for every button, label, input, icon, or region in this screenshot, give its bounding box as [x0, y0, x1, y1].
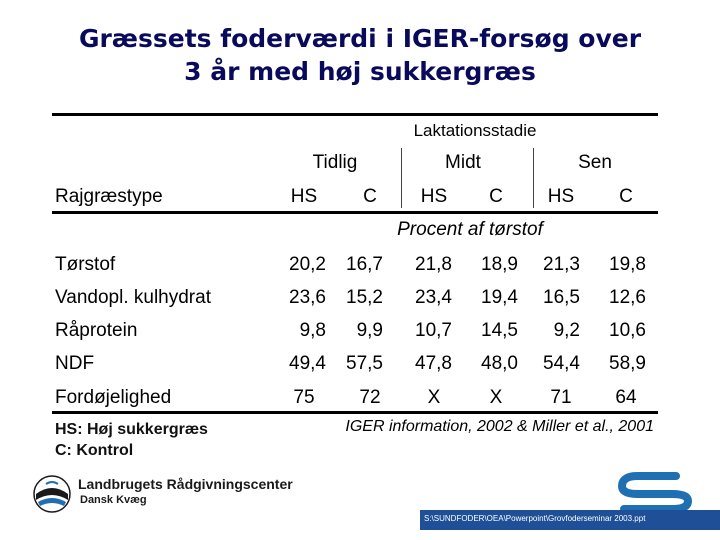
cell: 21,8	[415, 254, 452, 275]
footer-band	[420, 510, 720, 530]
cell: 75	[293, 387, 315, 408]
row-header: Rajgræstype	[55, 186, 163, 207]
company-s-logo-icon	[616, 470, 696, 520]
stage-header-tidlig: Tidlig	[312, 152, 358, 173]
subcol-header: C	[489, 186, 503, 207]
group-header: Laktationsstadie	[413, 121, 537, 140]
title-line-1: Græssets foderværdi i IGER-forsøg over	[78, 24, 642, 53]
cell: 16,5	[543, 287, 580, 308]
cell: 15,2	[346, 287, 383, 308]
legend: HS: Høj sukkergræs C: Kontrol	[55, 419, 208, 461]
unit-label: Procent af tørstof	[397, 219, 543, 240]
file-path: S:\SUNDFODER\OEA\Powerpoint\Grovfodersem…	[424, 514, 646, 523]
subcol-header: HS	[547, 186, 575, 207]
cell: 10,7	[415, 320, 452, 341]
subcol-header: C	[619, 186, 633, 207]
table-bottom-rule	[52, 411, 658, 414]
cell: 64	[615, 387, 637, 408]
cell: 19,4	[481, 287, 518, 308]
cell: X	[489, 387, 503, 408]
legend-hs: HS: Høj sukkergræs	[55, 421, 208, 438]
cell: 58,9	[609, 353, 646, 374]
stage-header-sen: Sen	[578, 152, 612, 173]
stage-divider-2	[533, 148, 534, 208]
cell: 71	[550, 387, 572, 408]
cell: 18,9	[481, 254, 518, 275]
cell: 14,5	[481, 320, 518, 341]
subcol-header: HS	[420, 186, 448, 207]
cell: 57,5	[346, 353, 383, 374]
cell: 19,8	[609, 254, 646, 275]
legend-c: C: Kontrol	[55, 442, 134, 459]
row-label: Råprotein	[55, 320, 138, 341]
header-bottom-rule	[52, 211, 658, 214]
org-sub: Dansk Kvæg	[80, 494, 147, 506]
slide-title: Græssets foderværdi i IGER-forsøg over 3…	[0, 22, 720, 88]
cell: 16,7	[346, 254, 383, 275]
subcol-header: HS	[290, 186, 318, 207]
stage-divider-1	[401, 148, 402, 208]
title-line-2: 3 år med høj sukkergræs	[184, 57, 536, 86]
subcol-header: C	[363, 186, 377, 207]
cell: X	[427, 387, 441, 408]
cell: 9,9	[356, 320, 383, 341]
table-top-rule	[52, 113, 658, 116]
cell: 10,6	[609, 320, 646, 341]
cell: 20,2	[289, 254, 326, 275]
source-citation: IGER information, 2002 & Miller et al., …	[345, 418, 654, 435]
cell: 23,4	[415, 287, 452, 308]
row-label: Tørstof	[55, 254, 116, 275]
stage-header-midt: Midt	[445, 152, 481, 173]
cell: 49,4	[289, 353, 326, 374]
cell: 72	[359, 387, 381, 408]
cell: 9,8	[299, 320, 326, 341]
row-label: Fordøjelighed	[55, 387, 172, 408]
cell: 23,6	[289, 287, 326, 308]
org-name: Landbrugets Rådgivningscenter	[78, 476, 293, 492]
cell: 9,2	[553, 320, 580, 341]
landbrug-logo-icon	[32, 474, 72, 519]
cell: 48,0	[481, 353, 518, 374]
cell: 47,8	[415, 353, 452, 374]
cell: 54,4	[543, 353, 580, 374]
cell: 12,6	[609, 287, 646, 308]
row-label: NDF	[55, 353, 95, 374]
row-label: Vandopl. kulhydrat	[55, 287, 211, 308]
cell: 21,3	[543, 254, 580, 275]
